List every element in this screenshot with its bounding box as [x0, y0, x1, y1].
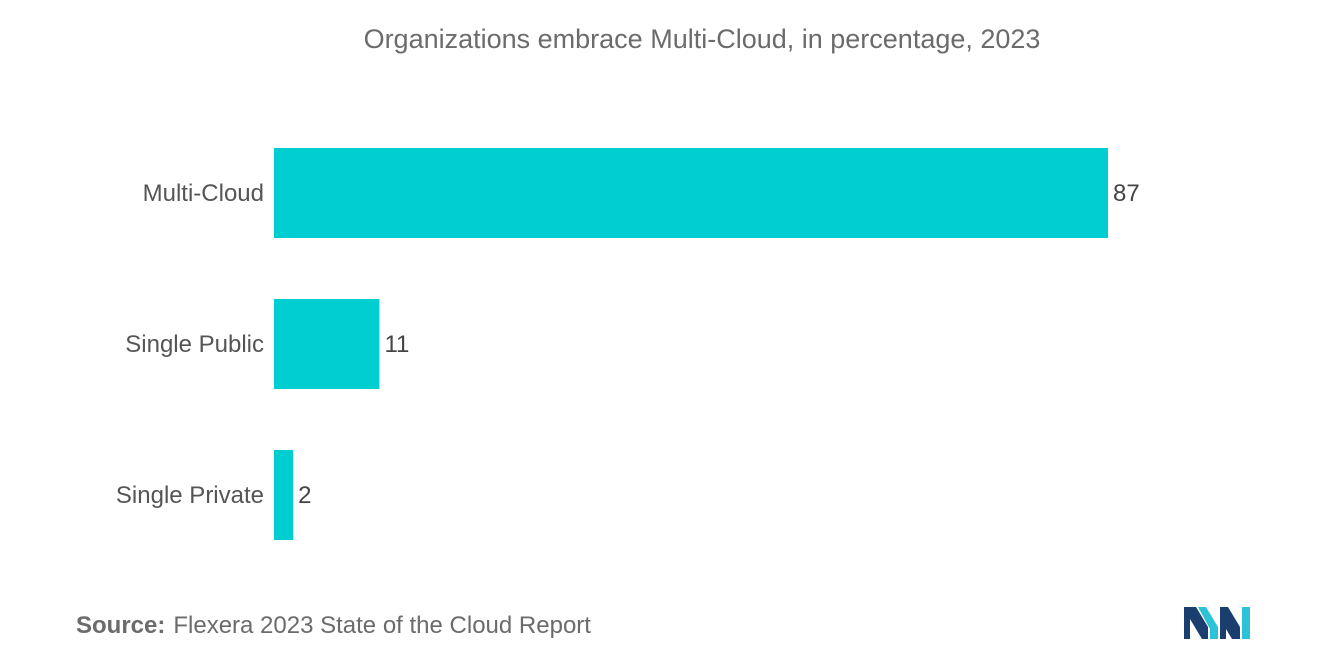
bar-single-private	[274, 450, 294, 540]
value-label: 87	[1113, 180, 1140, 207]
category-label: Multi-Cloud	[143, 180, 264, 207]
category-label: Single Public	[125, 331, 264, 358]
source-label: Source:	[76, 612, 166, 639]
source-line: Source: Flexera 2023 State of the Cloud R…	[76, 612, 591, 640]
mordor-intelligence-logo-icon	[1184, 607, 1250, 639]
source-text: Flexera 2023 State of the Cloud Report	[173, 612, 591, 639]
value-label: 2	[298, 482, 311, 509]
bar-chart: Multi-Cloud 87 Single Public 11 Single Priva…	[116, 148, 1140, 540]
chart-title: Organizations embrace Multi-Cloud, in pe…	[363, 24, 1041, 54]
bar-single-public	[274, 299, 380, 389]
bar-multi-cloud	[274, 148, 1108, 238]
category-label: Single Private	[116, 482, 264, 509]
value-label: 11	[384, 331, 409, 358]
